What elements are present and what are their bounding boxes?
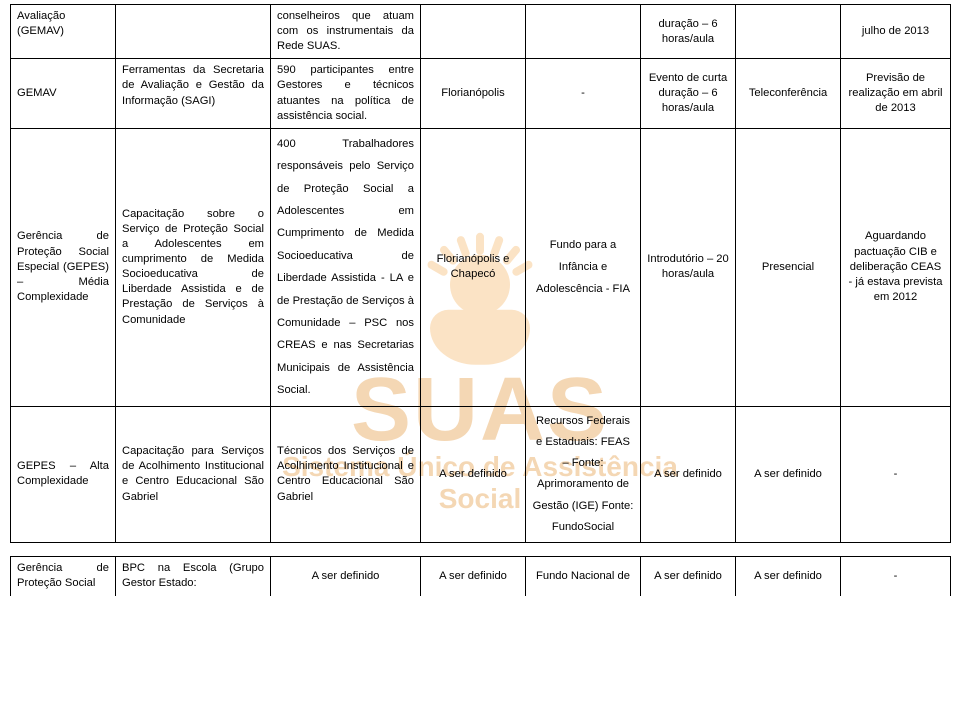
- cell-r2-c4: Florianópolis e Chapecó: [421, 128, 526, 406]
- cell-r0-c3: conselheiros que atuam com os instrument…: [271, 5, 421, 59]
- cell-r4-c8: -: [841, 557, 951, 596]
- table-gap-row: [11, 543, 951, 557]
- main-table: Avaliação (GEMAV) conselheiros que atuam…: [10, 4, 951, 596]
- cell-r0-c1: Avaliação (GEMAV): [11, 5, 116, 59]
- cell-r0-c7: [736, 5, 841, 59]
- cell-r0-c5: [526, 5, 641, 59]
- cell-r1-c4: Florianópolis: [421, 59, 526, 128]
- cell-r1-c5: -: [526, 59, 641, 128]
- cell-r3-c2: Capacitação para Serviços de Acolhimento…: [116, 406, 271, 543]
- cell-r0-c2: [116, 5, 271, 59]
- cell-r0-c4: [421, 5, 526, 59]
- cell-r1-c2: Ferramentas da Secretaria de Avaliação e…: [116, 59, 271, 128]
- cell-r1-c6: Evento de curta duração – 6 horas/aula: [641, 59, 736, 128]
- cell-r2-c5: Fundo para a Infância e Adolescência - F…: [526, 128, 641, 406]
- cell-r2-c2: Capacitação sobre o Serviço de Proteção …: [116, 128, 271, 406]
- cell-r3-c4: A ser definido: [421, 406, 526, 543]
- cell-r3-c5: Recursos Federais e Estaduais: FEAS – Fo…: [526, 406, 641, 543]
- cell-r3-c3: Técnicos dos Serviços de Acolhimento Ins…: [271, 406, 421, 543]
- cell-r1-c3: 590 participantes entre Gestores e técni…: [271, 59, 421, 128]
- cell-r3-c6: A ser definido: [641, 406, 736, 543]
- cell-r4-c3: A ser definido: [271, 557, 421, 596]
- cell-r2-c6: Introdutório – 20 horas/aula: [641, 128, 736, 406]
- cell-r4-c2: BPC na Escola (Grupo Gestor Estado:: [116, 557, 271, 596]
- cell-r4-c5: Fundo Nacional de: [526, 557, 641, 596]
- cell-r2-c3: 400 Trabalhadores responsáveis pelo Serv…: [271, 128, 421, 406]
- cell-r3-c1: GEPES – Alta Complexidade: [11, 406, 116, 543]
- cell-r4-c4: A ser definido: [421, 557, 526, 596]
- cell-r3-c8: -: [841, 406, 951, 543]
- table-row: Gerência de Proteção Social Especial (GE…: [11, 128, 951, 406]
- cell-r1-c7: Teleconferência: [736, 59, 841, 128]
- cell-r1-c8: Previsão de realização em abril de 2013: [841, 59, 951, 128]
- cell-r4-c6: A ser definido: [641, 557, 736, 596]
- cell-r2-c1: Gerência de Proteção Social Especial (GE…: [11, 128, 116, 406]
- cell-r0-c6: duração – 6 horas/aula: [641, 5, 736, 59]
- cell-r1-c1: GEMAV: [11, 59, 116, 128]
- table-row: Avaliação (GEMAV) conselheiros que atuam…: [11, 5, 951, 59]
- table-row: GEMAV Ferramentas da Secretaria de Avali…: [11, 59, 951, 128]
- table-row: GEPES – Alta Complexidade Capacitação pa…: [11, 406, 951, 543]
- cell-r3-c7: A ser definido: [736, 406, 841, 543]
- cell-r4-c7: A ser definido: [736, 557, 841, 596]
- cell-r0-c8: julho de 2013: [841, 5, 951, 59]
- cell-r2-c7: Presencial: [736, 128, 841, 406]
- cell-r4-c1: Gerência de Proteção Social: [11, 557, 116, 596]
- cell-r2-c8: Aguardando pactuação CIB e deliberação C…: [841, 128, 951, 406]
- table-row: Gerência de Proteção Social BPC na Escol…: [11, 557, 951, 596]
